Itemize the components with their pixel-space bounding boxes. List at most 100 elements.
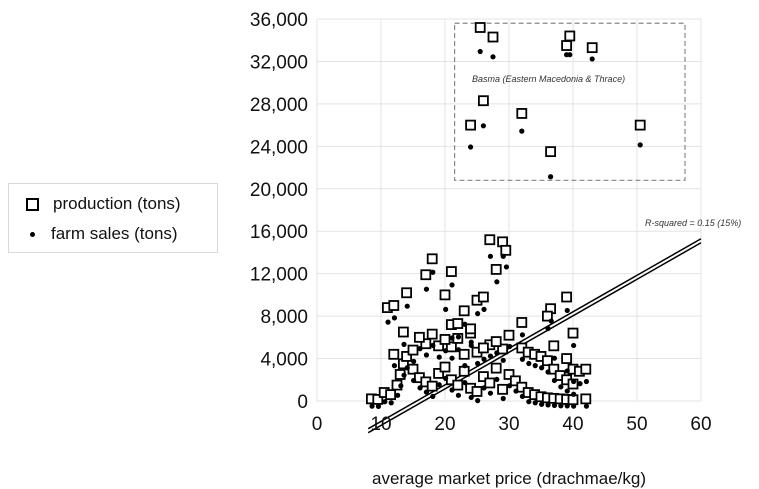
production-point (397, 326, 409, 338)
production-point (548, 363, 560, 375)
farm-sales-point (430, 269, 436, 275)
production-point (465, 119, 477, 131)
farm-sales-point (375, 403, 382, 409)
production-point (490, 336, 502, 347)
farm-sales-point (481, 385, 487, 391)
production-point (401, 351, 413, 362)
farm-sales-point (430, 393, 436, 399)
farm-sales-point (404, 303, 410, 309)
farm-sales-point (436, 382, 442, 388)
farm-sales-point (539, 365, 545, 371)
farm-sales-point (583, 378, 590, 385)
farm-sales-point (401, 372, 407, 378)
production-point (385, 389, 397, 401)
production-point (490, 362, 502, 374)
farm-sales-point (503, 264, 510, 270)
production-point (516, 317, 528, 328)
legend: production (tons) farm sales (tons) (8, 183, 218, 253)
farm-sales-point (449, 355, 455, 361)
farm-sales-point (369, 403, 375, 409)
y-tick-label: 28,000 (250, 95, 308, 116)
production-point (420, 338, 432, 350)
production-point (509, 375, 521, 387)
farm-sales-point (475, 311, 481, 317)
farm-sales-point (551, 355, 558, 361)
production-point (490, 264, 502, 275)
farm-sales-point (507, 383, 513, 389)
production-point (445, 341, 457, 353)
farm-sales-point (477, 48, 483, 55)
basma-region-box (454, 22, 686, 181)
production-point (452, 318, 464, 329)
farm-sales-point (443, 375, 449, 381)
production-point (561, 291, 572, 303)
farm-sales-point (436, 354, 442, 360)
farm-sales-point (391, 363, 398, 369)
farm-sales-point (507, 343, 513, 350)
farm-sales-point (475, 398, 481, 404)
farm-sales-point (455, 347, 462, 353)
production-point (439, 334, 451, 345)
production-point (586, 42, 598, 54)
production-point (401, 287, 413, 299)
production-point (458, 365, 470, 377)
production-point (420, 269, 432, 281)
farm-sales-point (468, 339, 474, 345)
farm-sales-point (404, 365, 410, 371)
production-point (564, 30, 576, 42)
trendline-upper (367, 238, 702, 430)
production-point (439, 361, 451, 373)
farm-sales-point (571, 403, 577, 409)
farm-sales-point (417, 346, 423, 352)
legend-item-production: production (tons) (17, 194, 181, 214)
production-point (445, 266, 457, 277)
dot-marker-icon (30, 231, 35, 237)
production-point (413, 331, 425, 343)
y-tick-label: 4,000 (260, 350, 308, 371)
farm-sales-point (480, 123, 486, 129)
x-axis-label: average market price (drachmae/kg) (372, 469, 646, 488)
production-point (458, 305, 470, 317)
production-point (471, 386, 483, 397)
farm-sales-point (519, 332, 526, 338)
x-tick-label: 10 (370, 414, 391, 435)
farm-sales-point (513, 388, 519, 394)
production-point (439, 289, 451, 301)
farm-sales-point (462, 379, 468, 386)
farm-sales-point (430, 342, 436, 349)
trendline-lower (367, 242, 702, 434)
production-point (407, 344, 419, 356)
production-point (458, 348, 470, 360)
farm-sales-point (490, 54, 496, 60)
farm-sales-point (532, 363, 538, 369)
r-squared-label: R-squared = 0.15 (15%) (645, 218, 741, 228)
production-point (477, 371, 489, 382)
farm-sales-point (388, 400, 394, 406)
farm-sales-point (411, 358, 417, 364)
farm-sales-point (571, 391, 577, 397)
production-point (477, 95, 489, 107)
y-tick-label: 36,000 (250, 10, 308, 31)
production-point (487, 31, 499, 43)
farm-sales-point (564, 388, 570, 394)
farm-sales-point (475, 360, 481, 367)
farm-sales-point (545, 402, 551, 408)
production-point (561, 40, 572, 51)
production-point (503, 369, 515, 380)
x-tick-label: 40 (562, 414, 583, 435)
farm-sales-point (487, 253, 494, 259)
farm-sales-point (449, 335, 455, 341)
production-point (567, 327, 579, 339)
production-point (452, 379, 464, 391)
farm-sales-point (401, 341, 407, 347)
y-tick-label: 0 (297, 392, 308, 413)
farm-sales-point (551, 377, 558, 384)
farm-sales-point (519, 128, 525, 134)
production-point (580, 363, 592, 375)
production-point (484, 377, 496, 389)
farm-sales-point (385, 319, 391, 325)
farm-sales-point (455, 334, 462, 340)
farm-sales-point (494, 350, 500, 356)
farm-sales-point (558, 403, 564, 409)
production-point (542, 355, 553, 367)
